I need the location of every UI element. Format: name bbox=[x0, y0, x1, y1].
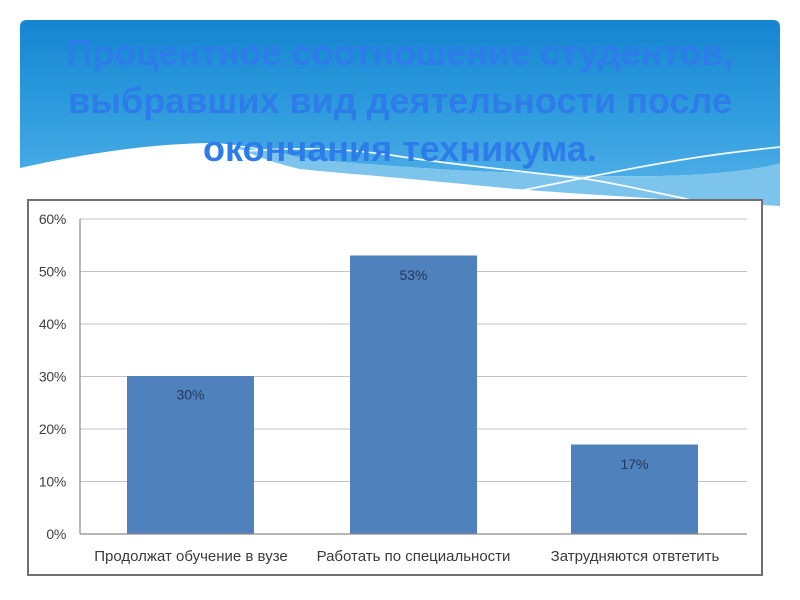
svg-text:53%: 53% bbox=[399, 267, 427, 283]
svg-text:20%: 20% bbox=[39, 421, 66, 437]
svg-text:30%: 30% bbox=[176, 387, 204, 403]
svg-text:0%: 0% bbox=[46, 526, 66, 542]
svg-text:30%: 30% bbox=[39, 369, 66, 385]
svg-text:17%: 17% bbox=[620, 456, 648, 472]
svg-text:10%: 10% bbox=[39, 474, 66, 490]
svg-text:Работать по специальности: Работать по специальности bbox=[317, 548, 511, 565]
svg-text:60%: 60% bbox=[39, 211, 66, 227]
svg-text:Продолжат обучение в вузе: Продолжат обучение в вузе bbox=[94, 548, 288, 565]
svg-text:40%: 40% bbox=[39, 316, 66, 332]
svg-text:50%: 50% bbox=[39, 264, 66, 280]
svg-text:Затрудняются отвтетить: Затрудняются отвтетить bbox=[551, 548, 720, 565]
